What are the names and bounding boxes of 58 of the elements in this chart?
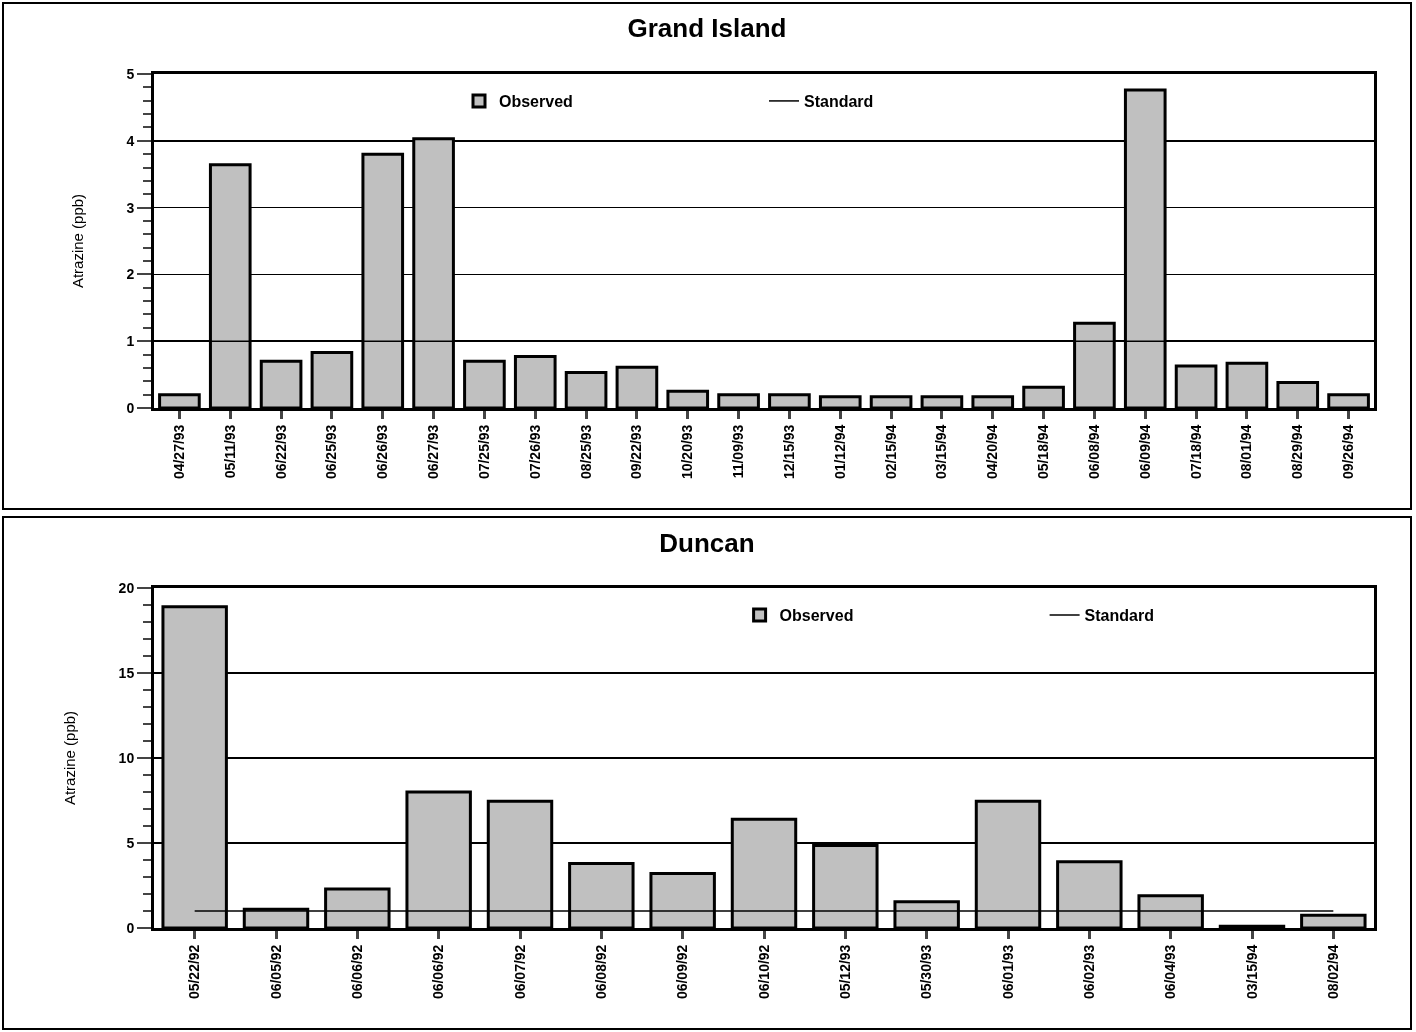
x-tick-label: 06/08/92 [592,944,609,1000]
y-axis-title: Atrazine (ppb) [60,710,78,806]
x-tick-label: 06/06/92 [430,944,447,1000]
x-tick-label: 10/20/93 [679,424,696,480]
y-tick-label: 4 [126,132,135,149]
y-tick-label: 1 [126,333,135,350]
x-tick-label: 03/15/94 [1243,944,1260,1000]
x-tick-label: 05/11/93 [221,424,238,479]
x-tick-label: 06/27/93 [425,424,442,480]
y-tick-label: 20 [118,579,135,596]
y-tick-label: 10 [118,749,135,766]
x-tick-label: 11/09/93 [730,424,747,479]
x-tick-label: 08/29/94 [1289,424,1306,480]
x-tick-label: 12/15/93 [780,424,797,480]
x-tick-label: 08/01/94 [1238,424,1255,480]
x-tick-label: 05/22/92 [186,944,203,1000]
chart-title: Duncan [659,527,755,558]
x-tick-label: 06/07/92 [511,944,528,1000]
y-tick-label: 3 [126,199,135,216]
legend-label: Observed [779,607,854,625]
y-tick-label: 5 [126,834,135,851]
y-tick-label: 5 [126,65,135,82]
legend-label: Standard [1084,607,1154,625]
x-tick-label: 06/01/93 [999,944,1016,1000]
x-tick-label: 09/26/94 [1340,424,1357,480]
y-tick-label: 0 [126,919,135,936]
x-tick-label: 05/12/93 [836,944,853,1000]
legend-label: Observed [499,93,573,111]
x-tick-label: 09/22/93 [628,424,645,480]
y-tick-label: 2 [126,266,135,283]
x-tick-label: 06/22/93 [272,424,289,480]
x-tick-label: 08/25/93 [577,424,594,480]
x-tick-label: 04/20/94 [984,424,1001,480]
x-tick-label: 03/15/94 [933,424,950,480]
x-tick-label: 01/12/94 [831,424,848,480]
x-tick-label: 02/15/94 [882,424,899,480]
x-tick-label: 06/04/93 [1162,944,1179,1000]
x-tick-label: 07/25/93 [475,424,492,480]
x-tick-label: 05/18/94 [1035,424,1052,480]
x-tick-label: 06/09/94 [1136,424,1153,480]
x-tick-label: 06/25/93 [323,424,340,480]
x-tick-label: 04/27/93 [170,424,187,480]
x-tick-label: 08/02/94 [1324,944,1341,1000]
x-tick-label: 06/02/93 [1080,944,1097,1000]
chart-title: Grand Island [627,13,787,44]
y-tick-label: 0 [126,399,135,416]
x-tick-label: 06/09/92 [674,944,691,1000]
x-tick-label: 06/08/94 [1085,424,1102,480]
x-tick-label: 06/10/92 [755,944,772,1000]
x-tick-label: 07/18/94 [1187,424,1204,480]
y-tick-label: 15 [118,664,135,681]
legend-label: Standard [804,93,874,111]
x-tick-label: 06/26/93 [374,424,391,480]
x-tick-label: 06/06/92 [348,944,365,1000]
x-tick-label: 07/26/93 [526,424,543,480]
y-axis-title: Atrazine (ppb) [68,193,86,289]
x-tick-label: 05/30/93 [918,944,935,1000]
x-tick-label: 06/05/92 [267,944,284,1000]
